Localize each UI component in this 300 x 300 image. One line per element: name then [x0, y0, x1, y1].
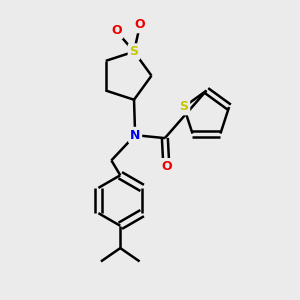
Text: O: O: [111, 24, 122, 38]
Text: N: N: [130, 129, 140, 142]
Text: O: O: [161, 160, 172, 173]
Text: O: O: [135, 18, 145, 32]
Text: S: S: [130, 45, 139, 58]
Text: S: S: [179, 100, 188, 113]
